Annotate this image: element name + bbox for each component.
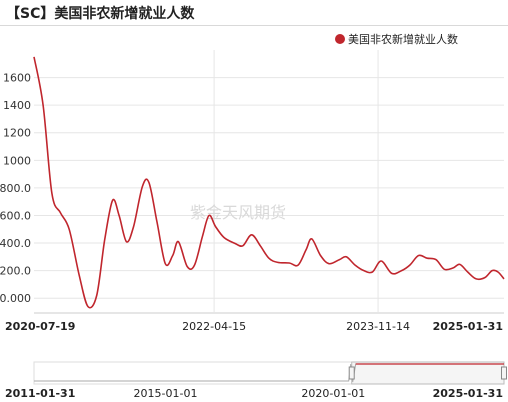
y-tick-label: 1000 — [3, 154, 31, 167]
legend-label: 美国非农新增就业人数 — [348, 32, 458, 46]
y-tick-label: 200.0 — [0, 265, 31, 278]
navigator-handle-right[interactable] — [501, 366, 507, 380]
y-axis: 0.000 200.0 400.0 600.0 800.0 1000 1200 1400 160… — [0, 72, 31, 306]
series-line — [33, 56, 505, 309]
navigator-label: 2011-01-31 — [5, 387, 75, 400]
navigator-label: 2020-01-01 — [301, 387, 365, 400]
y-tick-label: 1400 — [3, 99, 31, 112]
x-tick-label: 2020-07-19 — [5, 320, 75, 333]
x-tick-label: 2025-01-31 — [433, 320, 503, 333]
chart-title: 【SC】美国非农新增就业人数 — [6, 6, 195, 22]
navigator-handle-left[interactable] — [348, 366, 355, 380]
y-tick-label: 1200 — [3, 127, 31, 140]
x-tick-label: 2022-04-15 — [182, 320, 246, 333]
x-axis: 2020-07-19 2022-04-15 2023-11-14 2025-01-31 — [5, 312, 504, 333]
navigator-label: 2025-01-31 — [433, 387, 503, 400]
range-navigator[interactable]: 2011-01-31 2015-01-01 2020-01-01 2025-01-31 — [5, 361, 507, 400]
y-tick-label: 0.000 — [0, 292, 31, 305]
title-bar: 【SC】美国非农新增就业人数 — [0, 0, 508, 26]
x-tick-label: 2023-11-14 — [346, 320, 410, 333]
legend-marker — [335, 34, 345, 44]
grid-lines — [34, 50, 504, 312]
title-divider — [0, 25, 508, 26]
legend[interactable]: 美国非农新增就业人数 — [335, 32, 458, 46]
y-tick-label: 400.0 — [0, 237, 31, 250]
y-tick-label: 600.0 — [0, 209, 31, 222]
y-tick-label: 1600 — [3, 72, 31, 85]
navigator-selection[interactable] — [351, 361, 505, 385]
y-tick-label: 800.0 — [0, 182, 31, 195]
watermark: 紫金天风期货 — [190, 203, 286, 222]
navigator-label: 2015-01-01 — [134, 387, 198, 400]
